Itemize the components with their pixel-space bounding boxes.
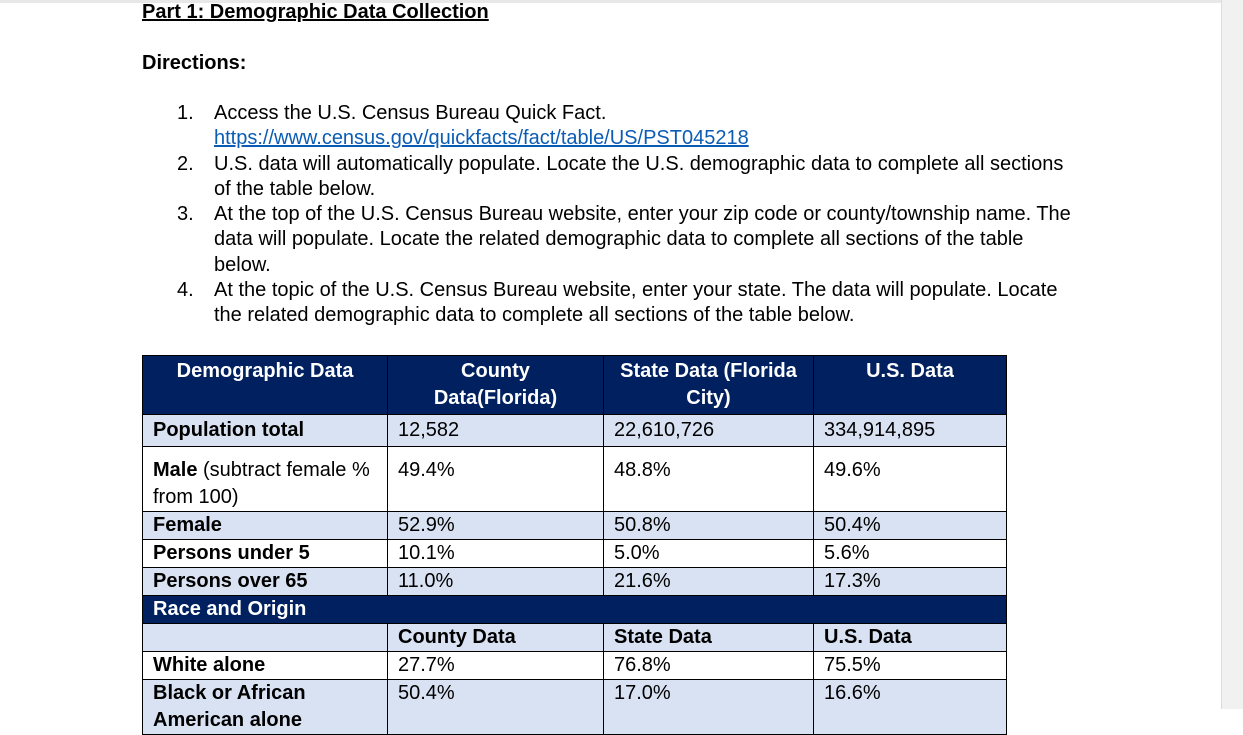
list-number: 2.: [177, 152, 194, 175]
state-cell: 50.8%: [603, 511, 814, 540]
step-text: U.S. data will automatically populate. L…: [214, 152, 1064, 200]
subheader-cell: County Data: [387, 623, 604, 652]
table-subheader-row: County Data State Data U.S. Data: [142, 623, 1007, 652]
row-label-main: Male: [153, 459, 198, 481]
table-row: Male (subtract female % from 100) 49.4% …: [142, 446, 1007, 512]
county-cell: 11.0%: [387, 567, 604, 596]
section-row: Race and Origin: [142, 595, 1007, 624]
us-cell: 334,914,895: [813, 414, 1007, 447]
state-cell: 5.0%: [603, 539, 814, 568]
county-cell: 49.4%: [387, 446, 604, 512]
list-item: 3. At the top of the U.S. Census Bureau …: [172, 202, 1072, 278]
demographic-table: Demographic Data County Data(Florida) St…: [142, 355, 1007, 735]
county-cell: 52.9%: [387, 511, 604, 540]
subheader-cell: State Data: [603, 623, 814, 652]
page-title: Part 1: Demographic Data Collection: [142, 1, 489, 23]
county-cell: 50.4%: [387, 679, 604, 735]
list-number: 3.: [177, 203, 194, 226]
us-cell: 16.6%: [813, 679, 1007, 735]
state-cell: 76.8%: [603, 651, 814, 680]
us-cell: 5.6%: [813, 539, 1007, 568]
column-header: State Data (Florida City): [603, 355, 814, 415]
vertical-scrollbar[interactable]: [1221, 0, 1243, 709]
row-label: Persons over 65: [142, 567, 388, 596]
us-cell: 50.4%: [813, 511, 1007, 540]
county-cell: 10.1%: [387, 539, 604, 568]
us-cell: 49.6%: [813, 446, 1007, 512]
county-cell: 27.7%: [387, 651, 604, 680]
step-text: Access the U.S. Census Bureau Quick Fact…: [214, 102, 607, 124]
table-row: Persons over 65 11.0% 21.6% 17.3%: [142, 567, 1007, 596]
list-number: 1.: [177, 102, 194, 124]
subheader-cell: [142, 623, 388, 652]
row-label-note: (subtract female % from 100): [153, 459, 370, 508]
state-cell: 48.8%: [603, 446, 814, 512]
row-label: Population total: [142, 414, 388, 447]
state-cell: 21.6%: [603, 567, 814, 596]
row-label: White alone: [142, 651, 388, 680]
state-cell: 22,610,726: [603, 414, 814, 447]
column-header: U.S. Data: [813, 355, 1007, 415]
step-text: At the top of the U.S. Census Bureau web…: [214, 203, 1071, 276]
column-header: County Data(Florida): [387, 355, 604, 415]
row-label: Male (subtract female % from 100): [142, 446, 388, 512]
list-item: 1. Access the U.S. Census Bureau Quick F…: [172, 101, 1072, 152]
row-label: Female: [142, 511, 388, 540]
list-item: 2. U.S. data will automatically populate…: [172, 152, 1072, 203]
table-row: Persons under 5 10.1% 5.0% 5.6%: [142, 539, 1007, 568]
state-cell: 17.0%: [603, 679, 814, 735]
county-cell: 12,582: [387, 414, 604, 447]
list-number: 4.: [177, 279, 194, 302]
step-text: At the topic of the U.S. Census Bureau w…: [214, 279, 1058, 327]
subheader-cell: U.S. Data: [813, 623, 1007, 652]
column-header: Demographic Data: [142, 355, 388, 415]
table-header-row: Demographic Data County Data(Florida) St…: [142, 355, 1007, 415]
row-label: Persons under 5: [142, 539, 388, 568]
table-row: Black or African American alone 50.4% 17…: [142, 679, 1007, 735]
top-edge: [0, 0, 1221, 3]
table-row: Female 52.9% 50.8% 50.4%: [142, 511, 1007, 540]
directions-list: 1. Access the U.S. Census Bureau Quick F…: [172, 101, 1072, 329]
row-label: Black or African American alone: [142, 679, 388, 735]
list-item: 4. At the topic of the U.S. Census Burea…: [172, 278, 1072, 329]
table-row: Population total 12,582 22,610,726 334,9…: [142, 414, 1007, 447]
us-cell: 75.5%: [813, 651, 1007, 680]
us-cell: 17.3%: [813, 567, 1007, 596]
table-row: White alone 27.7% 76.8% 75.5%: [142, 651, 1007, 680]
census-link[interactable]: https://www.census.gov/quickfacts/fact/t…: [214, 127, 749, 150]
section-label: Race and Origin: [142, 595, 1007, 624]
directions-heading: Directions:: [142, 52, 247, 74]
